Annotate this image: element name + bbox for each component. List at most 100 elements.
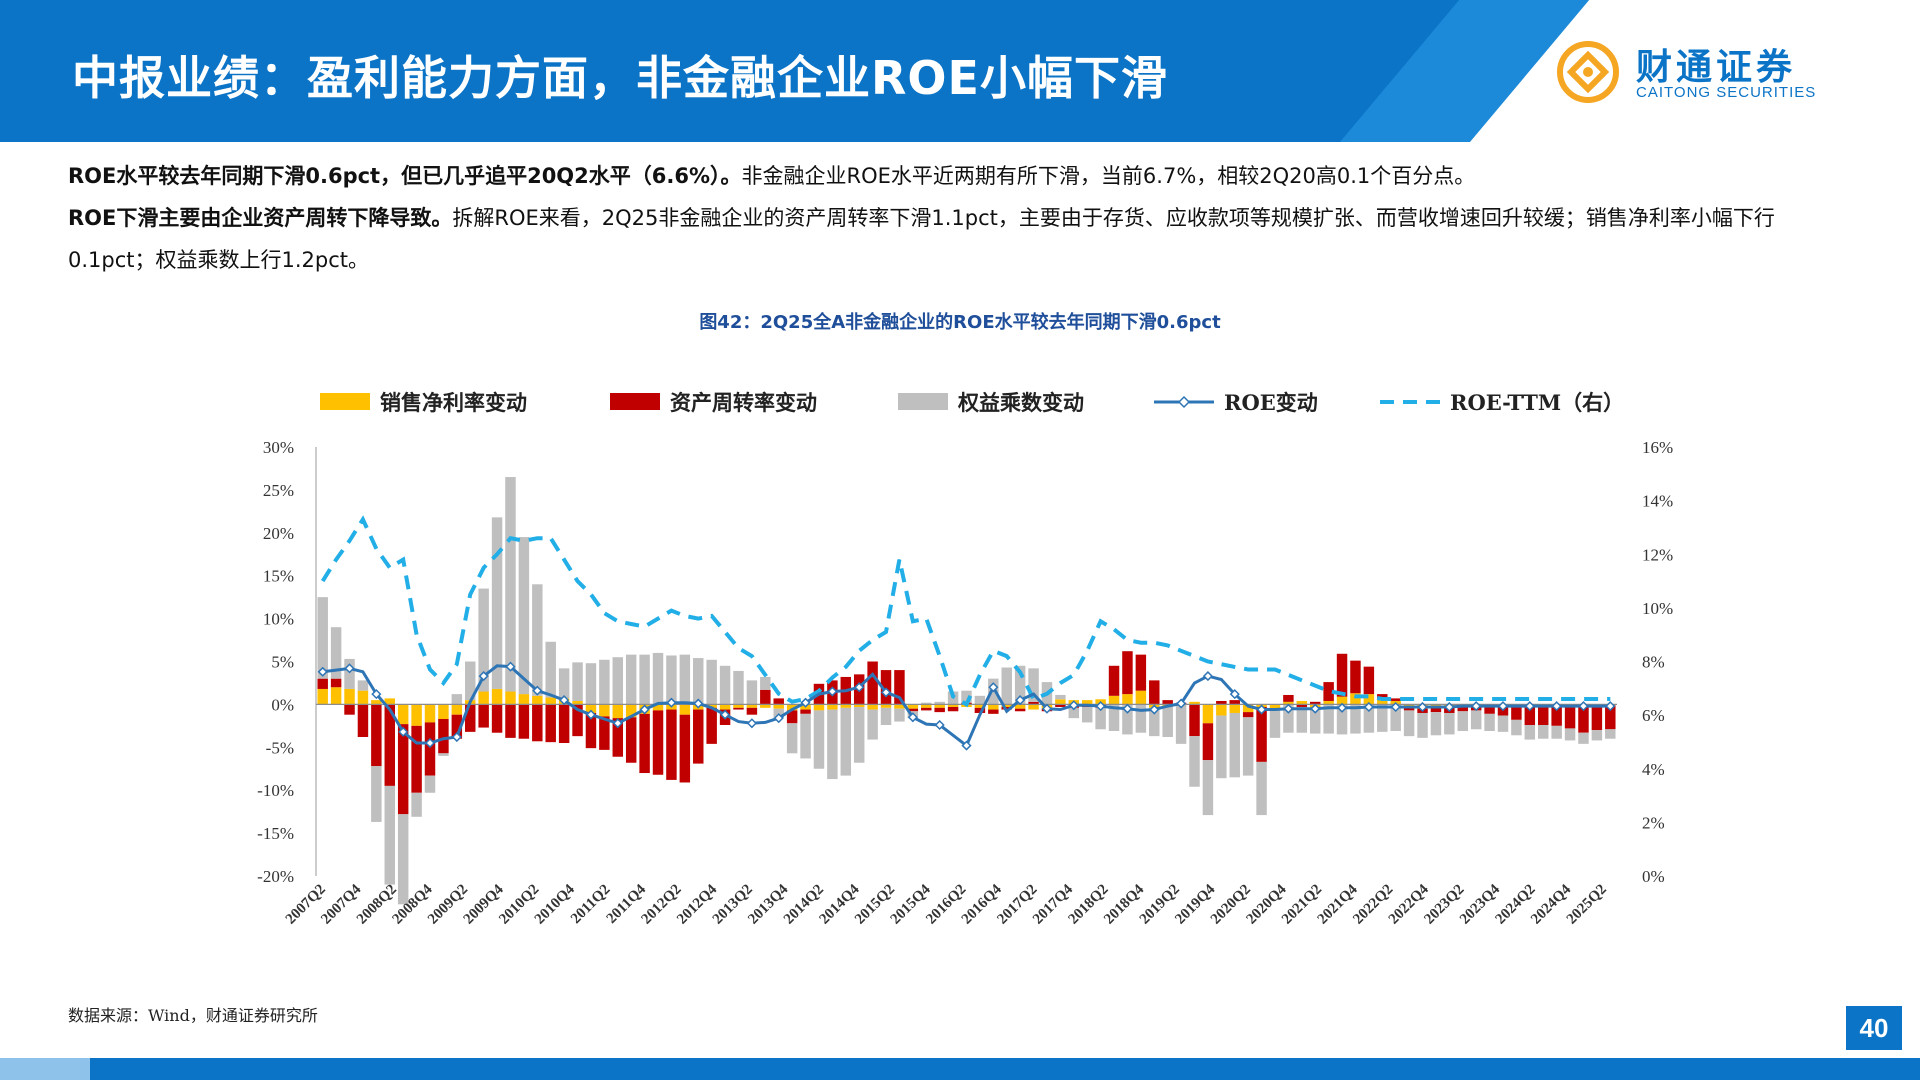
bar-turnover-change [317,678,328,689]
y-right-tick-label: 14% [1642,492,1673,511]
y-right-tick-label: 6% [1642,706,1665,725]
bar-turnover-change [786,710,798,724]
bar-margin-change [532,695,543,705]
roe-change-point [1041,703,1053,714]
bar-margin-change [921,704,932,708]
logo-chinese-name: 财通证券 [1636,47,1797,88]
bar-margin-change [746,704,758,708]
bar-turnover-change [652,710,664,775]
bar-leverage-change [1417,712,1428,738]
bar-turnover-change [679,714,691,783]
legend-label: 权益乘数变动 [957,390,1084,415]
bar-turnover-change [625,717,637,763]
bar-leverage-change [424,775,436,793]
bar-margin-change [344,688,355,705]
bar-turnover-change [880,670,892,705]
bar-margin-change [518,694,530,705]
bar-leverage-change [1296,706,1308,733]
roe-change-point [1497,701,1509,712]
y-right-tick-label: 16% [1642,438,1673,457]
bar-turnover-change [1149,680,1160,705]
bar-turnover-change [518,704,530,739]
roe-change-point [1015,695,1026,706]
roe-change-point [1176,698,1187,709]
bar-leverage-change [693,658,704,705]
bar-turnover-change [1390,698,1401,701]
y-left-tick-label: -10% [257,781,294,800]
roe-change-point [800,697,811,708]
bar-margin-change [1363,694,1375,705]
bar-margin-change [545,697,556,705]
legend-swatch [320,393,370,410]
bar-turnover-change [330,678,342,688]
bar-turnover-change [947,706,959,712]
bar-leverage-change [625,654,637,705]
roe-change-point [398,726,409,737]
roe-change-point [1524,701,1535,712]
bar-margin-change [612,704,624,719]
bar-leverage-change [1403,710,1415,737]
bar-leverage-change [572,662,583,701]
bar-turnover-change [1363,666,1375,695]
bar-margin-change [733,704,744,708]
bar-margin-change [880,704,892,708]
bar-turnover-change [1055,704,1066,707]
bar-margin-change [384,698,395,705]
bar-turnover-change [1028,701,1039,705]
bar-margin-change [491,688,503,705]
header-bar: 中报业绩：盈利能力方面，非金融企业ROE小幅下滑 财通证券 CAITONG SE… [0,0,1920,142]
paragraph-1-text: 非金融企业ROE水平近两期有所下滑，当前6.7%，相较2Q20高0.1个百分点。 [741,164,1476,188]
bar-turnover-change [1605,705,1616,730]
bar-leverage-change [1283,704,1294,733]
bar-leverage-change [1122,704,1133,735]
bar-turnover-change [1538,706,1549,725]
bar-turnover-change [572,704,583,737]
roe-decomposition-chart: 30% 25% 20% 15% 10% 5% 0% -5% -10% -15% -20% 16% 14%… [257,390,1673,928]
bar-leverage-change [1095,707,1106,730]
bar-turnover-change [1108,665,1120,696]
bar-leverage-change [371,766,382,822]
roe-change-point [746,718,757,729]
bar-leverage-change [1242,717,1254,776]
series-roe-ttm-line [321,515,1611,708]
paragraph-1: ROE水平较去年同期下滑0.6pct，但已几乎追平20Q2水平（6.6%）。非金… [68,155,1858,197]
bar-leverage-change [1457,711,1468,731]
bar-margin-change [357,690,369,705]
bar-turnover-change [478,704,489,728]
bar-turnover-change [1511,706,1522,720]
bar-turnover-change [438,718,449,754]
bar-turnover-change [411,725,422,793]
bar-leverage-change [545,641,556,698]
bar-leverage-change [612,657,624,705]
bar-margin-change [1081,700,1093,705]
bar-leverage-change [1470,710,1482,730]
bar-turnover-change [773,698,784,705]
bar-margin-change [853,704,865,707]
bar-turnover-change [397,724,409,815]
bar-leverage-change [558,668,570,699]
bar-margin-change [371,700,382,705]
bar-leverage-change [1323,704,1334,734]
bar-leverage-change [585,663,597,705]
bar-margin-change [505,691,516,705]
y-left-tick-label: 15% [263,567,294,586]
bar-turnover-change [1162,700,1173,705]
roe-change-point [1202,671,1213,682]
bar-leverage-change [1162,706,1173,738]
bar-margin-change [773,704,784,709]
roe-change-point [532,685,543,696]
y-right-tick-label: 0% [1642,867,1665,886]
bar-turnover-change [1336,653,1348,697]
bar-margin-change [1377,698,1388,705]
bar-leverage-change [894,708,905,722]
bar-margin-change [397,704,409,725]
bar-leverage-change [639,654,650,705]
y-right-tick-label: 10% [1642,599,1673,618]
bar-turnover-change [505,704,516,738]
bar-leverage-change [706,659,717,705]
roe-change-point [1578,701,1589,712]
bar-leverage-change [1149,707,1160,737]
bar-margin-change [1283,701,1294,705]
legend-label: 销售净利率变动 [380,390,527,415]
roe-change-point [424,737,436,749]
